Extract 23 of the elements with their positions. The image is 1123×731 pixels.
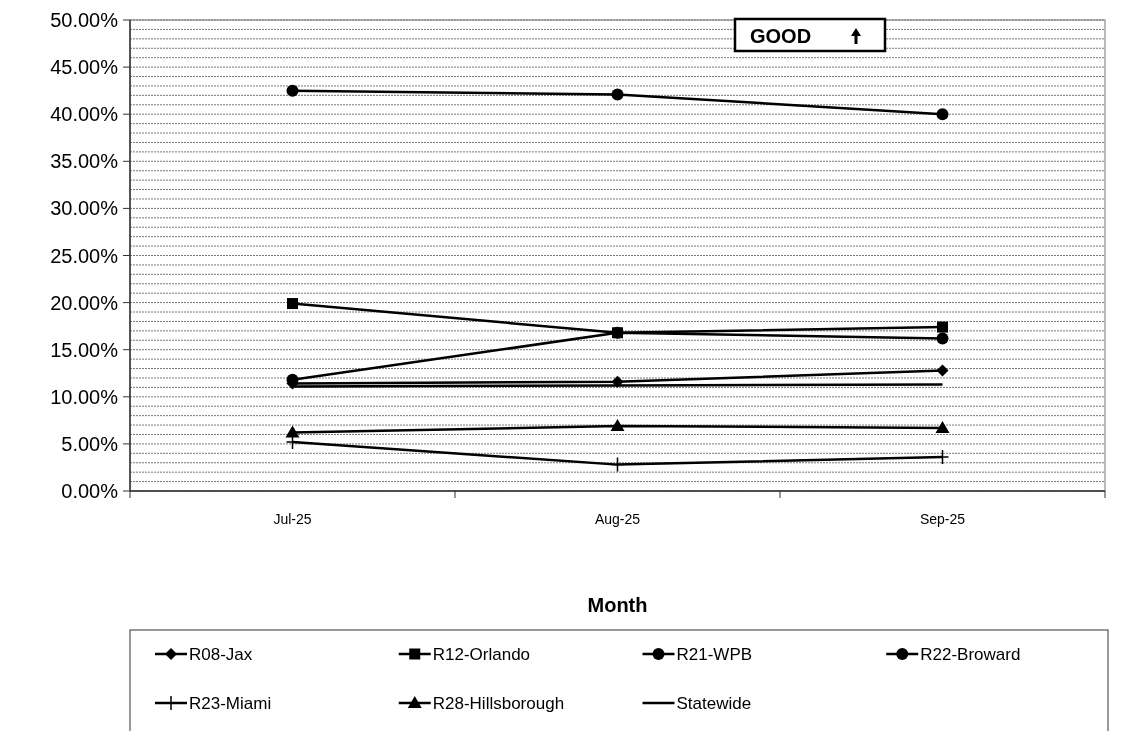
annotation: GOOD [750, 25, 812, 47]
legend-label: R08-Jax [189, 644, 253, 664]
y-tick-label: 25.00% [50, 244, 119, 267]
legend-label: R22-Broward [920, 644, 1021, 664]
y-tick-label: 15.00% [50, 338, 119, 361]
y-tick-label: 30.00% [50, 197, 119, 220]
y-tick-label: 35.00% [50, 150, 119, 173]
y-tick-label: 45.00% [50, 56, 119, 79]
x-axis-title: Month [587, 594, 648, 616]
y-tick-label: 0.00% [61, 480, 119, 502]
x-tick-label: Sep-25 [919, 511, 966, 527]
y-tick-label: 10.00% [50, 385, 119, 408]
x-tick-label: Jul-25 [273, 511, 312, 527]
legend-label: Statewide [676, 693, 752, 713]
y-tick-label: 5.00% [61, 432, 119, 455]
x-tick-label: Aug-25 [594, 511, 641, 527]
y-tick-label: 50.00% [50, 9, 119, 31]
legend-label: R21-WPB [676, 644, 753, 664]
legend-label: R23-Miami [189, 693, 272, 713]
y-tick-label: 40.00% [50, 103, 119, 126]
legend-label: R28-Hillsborough [432, 693, 565, 713]
legend-label: R12-Orlando [432, 644, 531, 664]
y-tick-label: 20.00% [50, 291, 119, 314]
